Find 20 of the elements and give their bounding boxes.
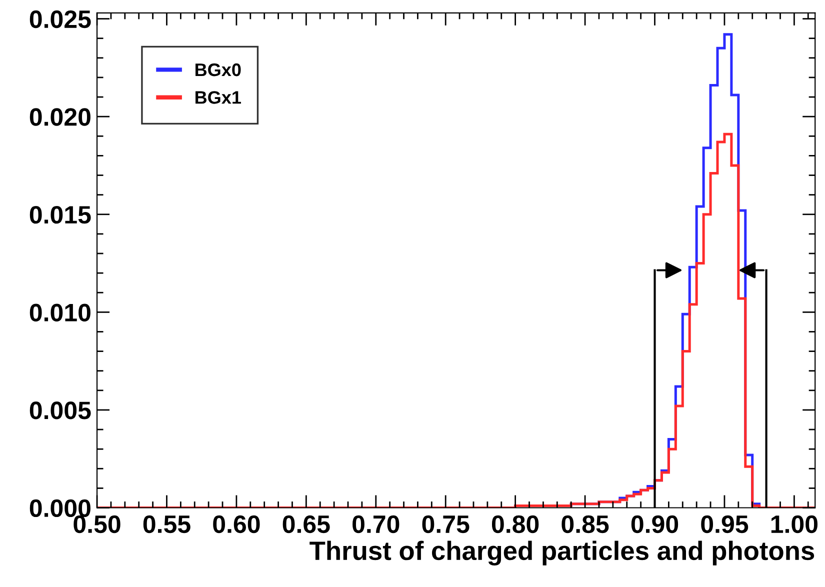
x-tick-label: 0.65 <box>282 515 330 534</box>
x-tick-label: 0.85 <box>562 515 609 534</box>
x-axis-title: Thrust of charged particles and photons <box>310 540 814 566</box>
x-tick-label: 0.80 <box>492 515 539 534</box>
x-tick-label: 0.55 <box>143 515 190 534</box>
y-tick-label: 0.020 <box>30 108 90 126</box>
x-tick-label: 0.90 <box>631 515 678 534</box>
y-tick-label: 0.005 <box>30 402 91 420</box>
x-tick-label: 0.95 <box>701 515 748 534</box>
y-tick-label: 0.010 <box>30 304 90 322</box>
x-tick-label: 0.75 <box>422 515 470 534</box>
y-tick-label: 0.015 <box>30 206 91 224</box>
y-tick-label: 0.000 <box>30 499 90 518</box>
y-tick-label: 0.025 <box>30 10 91 28</box>
legend-label: BGx1 <box>196 91 241 104</box>
x-tick-label: 0.70 <box>352 515 400 534</box>
x-tick-label: 0.50 <box>74 515 120 534</box>
x-tick-label: 0.60 <box>213 515 260 534</box>
x-tick-label: 1.00 <box>771 515 818 534</box>
legend-label: BGx0 <box>196 63 241 76</box>
